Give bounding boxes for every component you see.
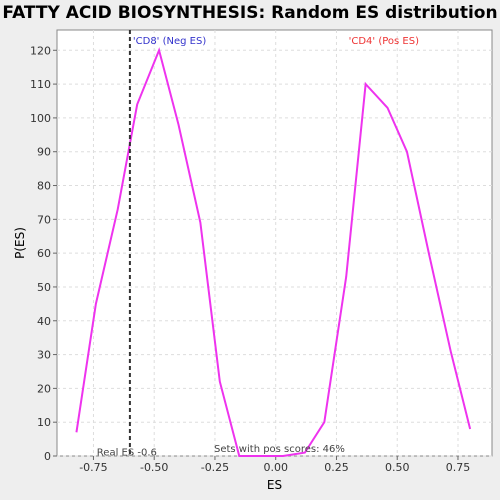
x-tick-label: -0.50 xyxy=(140,461,168,474)
series-line xyxy=(75,47,472,457)
neg-es-label: 'CD8' (Neg ES) xyxy=(133,36,206,47)
y-tick-label: 120 xyxy=(30,44,51,57)
x-tick-label: -0.25 xyxy=(201,461,229,474)
y-tick-label: 110 xyxy=(30,78,51,91)
x-axis: -0.75 -0.50 -0.25 0.00 0.25 0.50 0.75 xyxy=(79,456,470,474)
y-tick-label: 20 xyxy=(37,382,51,395)
pos-scores-label: Sets with pos scores: 46% xyxy=(214,444,345,455)
y-tick-label: 10 xyxy=(37,416,51,429)
y-tick-label: 60 xyxy=(37,247,51,260)
pos-es-label: 'CD4' (Pos ES) xyxy=(349,36,419,47)
y-tick-label: 80 xyxy=(37,180,51,193)
x-tick-label: 0.25 xyxy=(324,461,349,474)
real-es-label: Real ES -0.6 xyxy=(97,448,157,459)
y-tick-label: 50 xyxy=(37,281,51,294)
y-tick-label: 70 xyxy=(37,213,51,226)
x-tick-label: 0.50 xyxy=(385,461,410,474)
y-tick-label: 40 xyxy=(37,315,51,328)
x-tick-label: -0.75 xyxy=(79,461,107,474)
y-tick-label: 90 xyxy=(37,146,51,159)
x-tick-label: 0.00 xyxy=(263,461,288,474)
y-axis-label: P(ES) xyxy=(13,227,27,259)
x-tick-label: 0.75 xyxy=(446,461,471,474)
x-axis-label: ES xyxy=(267,478,282,492)
y-axis: 0 10 20 30 40 50 60 70 80 90 100 110 120 xyxy=(30,44,57,463)
y-tick-label: 30 xyxy=(37,349,51,362)
chart-title: FATTY ACID BIOSYNTHESIS: Random ES distr… xyxy=(2,3,498,23)
y-tick-label: 100 xyxy=(30,112,51,125)
y-tick-label: 0 xyxy=(44,450,51,463)
